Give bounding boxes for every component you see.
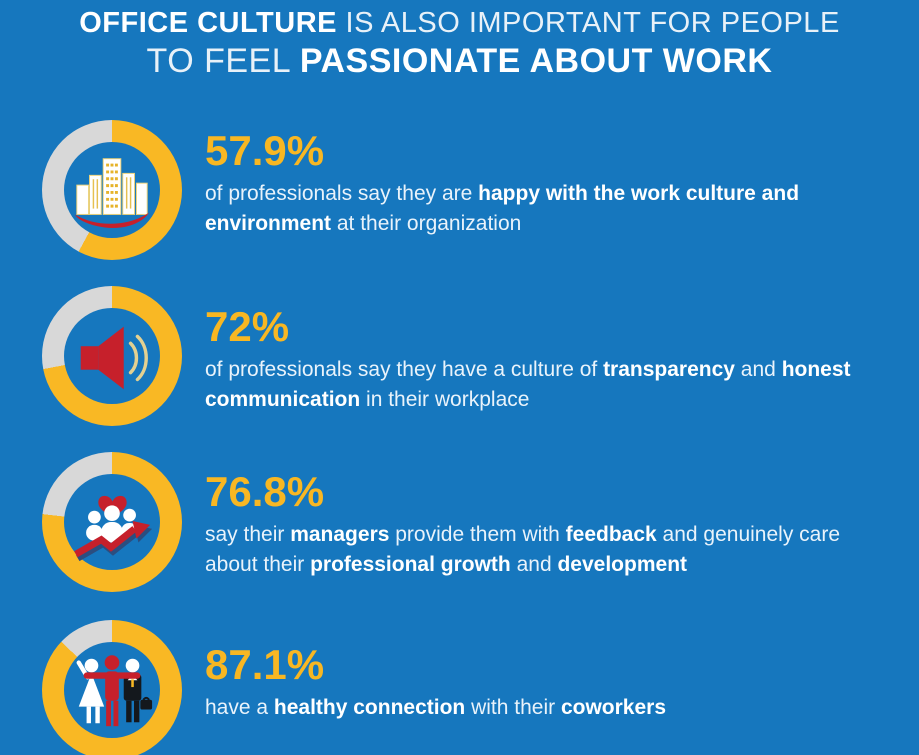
stat-text-transparency: 72% of professionals say they have a cul…: [205, 286, 895, 415]
donut-hole: [64, 642, 160, 738]
stat-text-culture: 57.9% of professionals say they are happ…: [205, 120, 895, 239]
donut-chart-transparency: [42, 286, 182, 426]
stat-percent: 57.9%: [205, 127, 325, 174]
team-growth-icon: [74, 495, 153, 562]
stat-description: say their managers provide them with fee…: [205, 523, 841, 576]
coworkers-icon: [76, 655, 153, 727]
title-line-2: TO FEEL PASSIONATE ABOUT WORK: [146, 42, 773, 80]
donut-chart-culture: [42, 120, 182, 260]
stat-row-transparency: 72% of professionals say they have a cul…: [0, 286, 919, 436]
stat-row-managers: 76.8% say their managers provide them wi…: [0, 452, 919, 602]
megaphone-icon: [80, 326, 148, 390]
stat-description: of professionals say they have a culture…: [205, 358, 851, 411]
stat-percent: 76.8%: [205, 468, 325, 515]
title-line-1: OFFICE CULTURE IS ALSO IMPORTANT FOR PEO…: [79, 7, 840, 39]
donut-hole: [64, 308, 160, 404]
stat-row-culture: 57.9% of professionals say they are happ…: [0, 120, 919, 270]
page-title: OFFICE CULTURE IS ALSO IMPORTANT FOR PEO…: [0, 5, 919, 81]
stat-percent: 87.1%: [205, 641, 325, 688]
donut-chart-managers: [42, 452, 182, 592]
stat-text-managers: 76.8% say their managers provide them wi…: [205, 452, 895, 580]
buildings-icon: [74, 158, 150, 229]
stat-description: of professionals say they are happy with…: [205, 182, 800, 235]
stat-description: have a healthy connection with their cow…: [205, 696, 667, 719]
stat-text-coworkers: 87.1% have a healthy connection with the…: [205, 620, 895, 723]
donut-hole: [64, 142, 160, 238]
stat-row-coworkers: 87.1% have a healthy connection with the…: [0, 620, 919, 755]
donut-hole: [64, 474, 160, 570]
donut-chart-coworkers: [42, 620, 182, 755]
stat-percent: 72%: [205, 303, 290, 350]
